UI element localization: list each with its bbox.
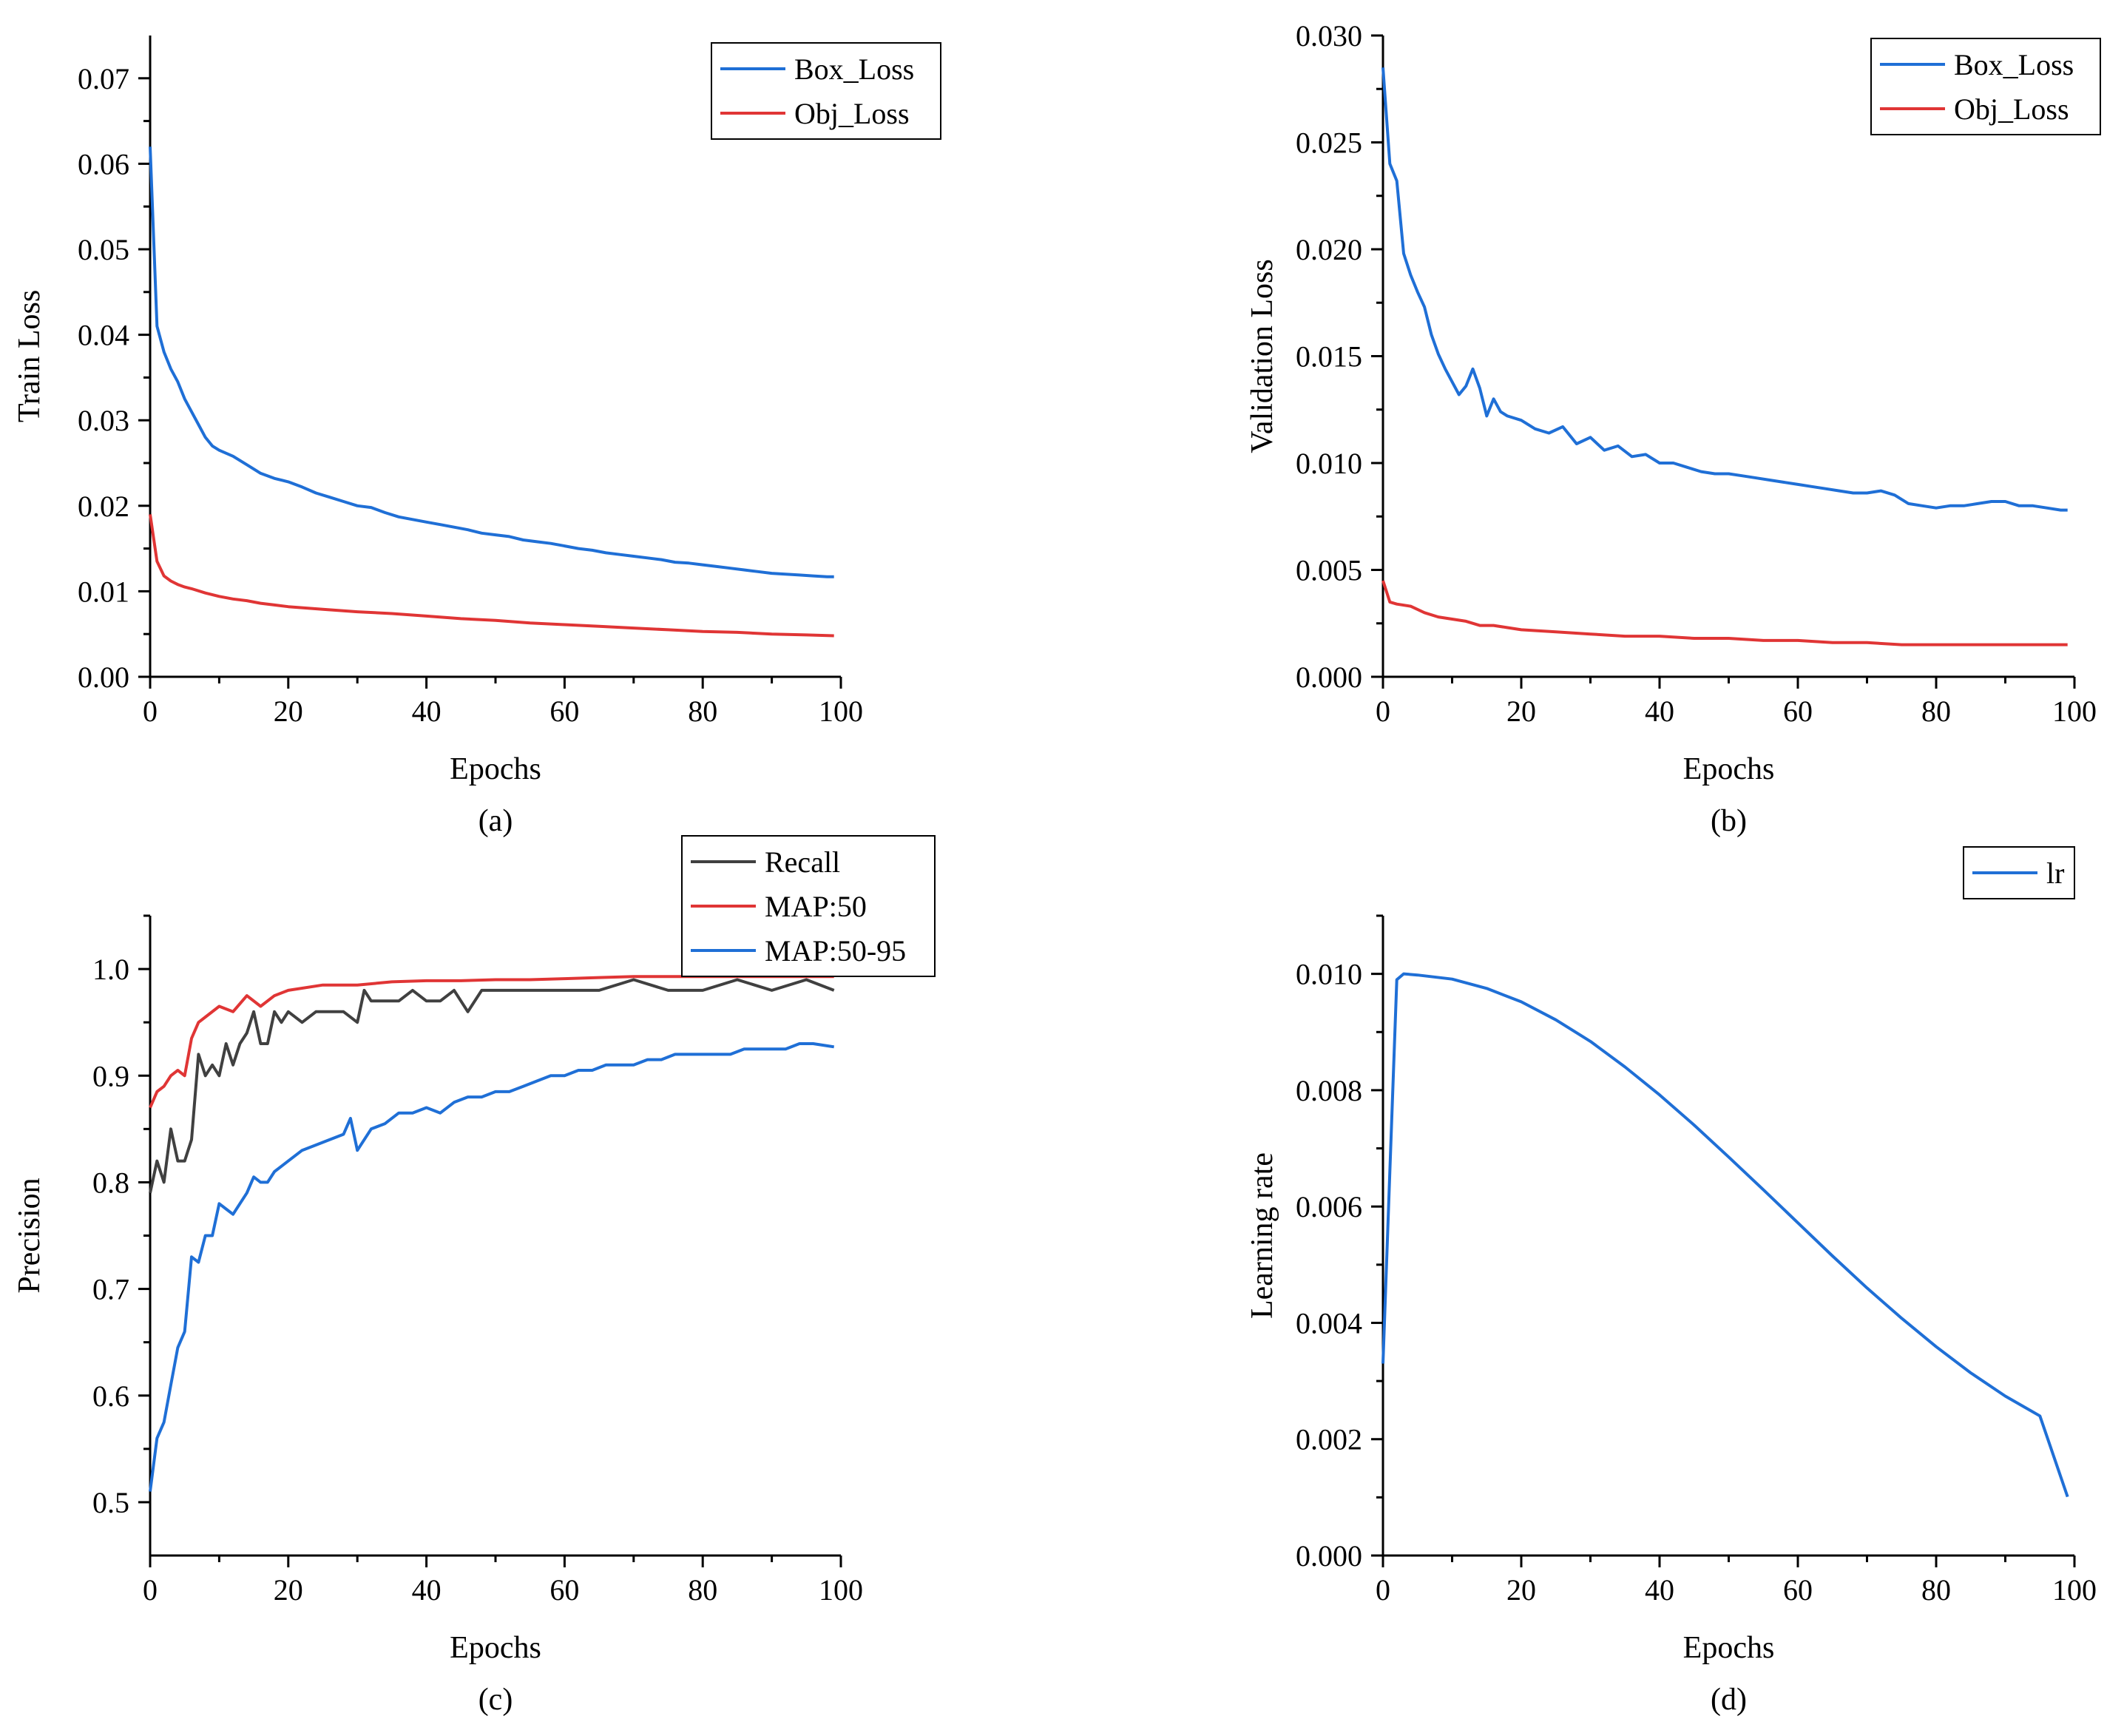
y-axis-title: Train Loss [13, 290, 47, 422]
x-tick-label: 20 [274, 695, 303, 728]
series-line-map-50 [149, 975, 834, 1109]
legend-box [711, 42, 941, 140]
series-line-box-loss [1381, 67, 2068, 512]
x-tick-label: 20 [1506, 1573, 1536, 1607]
y-tick-label: 0.030 [1296, 19, 1362, 53]
y-tick-label: 0.03 [78, 404, 129, 437]
legend-label: Obj_Loss [1954, 92, 2069, 126]
panel-label: (d) [1711, 1683, 1747, 1717]
legend-label: lr [2046, 857, 2064, 890]
x-tick-label: 100 [819, 1573, 863, 1607]
series-line-obj-loss [1381, 580, 2068, 646]
x-tick-label: 100 [2052, 1573, 2097, 1607]
legend-label: Box_Loss [1954, 48, 2074, 81]
y-tick-label: 0.05 [78, 233, 129, 266]
y-tick-label: 0.025 [1296, 126, 1362, 160]
x-tick-label: 80 [1921, 1573, 1951, 1607]
y-tick-label: 0.06 [78, 147, 129, 180]
legend-label: Box_Loss [794, 53, 914, 86]
x-tick-label: 60 [549, 695, 579, 728]
series-line-lr [1381, 972, 2069, 1498]
y-tick-label: 0.5 [92, 1486, 129, 1519]
panel-label: (c) [478, 1683, 513, 1717]
series-line-recall [149, 978, 835, 1194]
y-tick-label: 0.006 [1296, 1190, 1362, 1223]
legend-label: MAP:50 [765, 890, 867, 923]
series-line-box-loss [149, 146, 834, 578]
x-tick-label: 100 [2052, 695, 2097, 728]
x-tick-label: 60 [1783, 1573, 1813, 1607]
x-axis-title: Epochs [1683, 752, 1775, 786]
y-axis-title: Precision [13, 1178, 47, 1293]
legend: Box_Loss Obj_Loss [1870, 38, 2101, 135]
y-tick-label: 0.010 [1296, 958, 1362, 991]
chart-d: 0 20 40 60 80 100 0.000 0.002 0.004 0.006 0.008 0.0… [1245, 846, 2097, 1717]
x-tick-label: 60 [549, 1573, 579, 1607]
x-tick-label: 80 [688, 1573, 717, 1607]
y-tick-label: 0.07 [78, 62, 129, 95]
legend-box [1870, 38, 2101, 135]
y-tick-label: 0.000 [1296, 1539, 1362, 1573]
y-tick-label: 0.8 [92, 1166, 129, 1199]
x-tick-label: 60 [1783, 695, 1813, 728]
panel-label: (a) [478, 804, 513, 838]
y-tick-label: 0.6 [92, 1379, 129, 1413]
y-tick-label: 0.015 [1296, 340, 1362, 374]
y-tick-label: 0.010 [1296, 447, 1362, 480]
x-tick-label: 20 [274, 1573, 303, 1607]
x-tick-label: 40 [412, 1573, 442, 1607]
y-tick-label: 0.02 [78, 490, 129, 523]
y-tick-label: 0.00 [78, 661, 129, 694]
legend-label: Obj_Loss [794, 97, 910, 130]
x-tick-label: 40 [1645, 1573, 1674, 1607]
chart-c: 0 20 40 60 80 100 0.5 0.6 0.7 0.8 0.9 1.0 Epochs Prec… [13, 835, 936, 1717]
legend-label: MAP:50-95 [765, 934, 906, 967]
series-line-map-50-95 [149, 1042, 834, 1492]
legend-label: Recall [765, 845, 840, 879]
y-axis-title: Validation Loss [1245, 259, 1279, 453]
y-tick-label: 0.008 [1296, 1074, 1362, 1107]
x-tick-label: 0 [143, 1573, 158, 1607]
series-line-obj-loss [149, 514, 834, 638]
chart-b: 0 20 40 60 80 100 0.000 0.005 0.010 0.015 0.020 0.0… [1245, 19, 2101, 838]
y-tick-label: 1.0 [92, 953, 129, 986]
y-tick-label: 0.04 [78, 319, 129, 352]
y-tick-label: 0.7 [92, 1273, 129, 1306]
x-axis-title: Epochs [450, 1631, 541, 1665]
x-axis-title: Epochs [450, 752, 541, 786]
x-tick-label: 20 [1506, 695, 1536, 728]
x-tick-label: 80 [1921, 695, 1951, 728]
legend: lr [1963, 846, 2075, 899]
x-tick-label: 40 [1645, 695, 1674, 728]
x-tick-label: 0 [1376, 1573, 1390, 1607]
legend: Recall MAP:50 MAP:50-95 [681, 835, 936, 977]
x-tick-label: 80 [688, 695, 717, 728]
legend: Box_Loss Obj_Loss [711, 42, 941, 140]
x-axis-title: Epochs [1683, 1631, 1775, 1665]
panel-label: (b) [1711, 804, 1747, 838]
y-tick-label: 0.000 [1296, 661, 1362, 694]
y-axis-title: Learning rate [1245, 1152, 1279, 1319]
x-tick-label: 0 [143, 695, 158, 728]
y-tick-label: 0.004 [1296, 1306, 1362, 1340]
y-tick-label: 0.002 [1296, 1423, 1362, 1456]
x-tick-label: 40 [412, 695, 442, 728]
y-tick-label: 0.01 [78, 575, 129, 608]
y-tick-label: 0.005 [1296, 554, 1362, 587]
x-tick-label: 0 [1376, 695, 1390, 728]
chart-a: 0 20 40 60 80 100 0.00 0.01 0.02 0.03 0.04 0.05 0.06… [13, 36, 941, 838]
y-tick-label: 0.9 [92, 1059, 129, 1092]
y-tick-label: 0.020 [1296, 233, 1362, 266]
x-tick-label: 100 [819, 695, 863, 728]
